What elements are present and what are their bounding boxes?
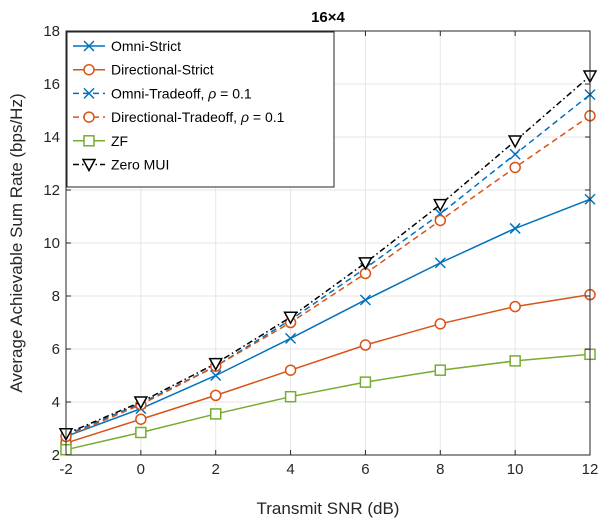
x-tick-label: -2 — [59, 461, 72, 478]
legend-label: Directional-Tradeoff, ρ = 0.1 — [111, 109, 285, 125]
legend-marker — [83, 40, 95, 52]
legend-marker — [83, 87, 95, 99]
y-tick-label: 18 — [43, 23, 60, 40]
data-point — [434, 214, 447, 227]
series-4 — [60, 348, 596, 456]
y-tick-label: 6 — [52, 341, 60, 358]
data-point — [507, 135, 523, 149]
data-point — [209, 408, 222, 420]
legend-marker — [83, 111, 95, 123]
x-tick-label: 0 — [137, 461, 145, 478]
data-point — [434, 318, 447, 330]
series-line — [65, 94, 591, 436]
y-tick-label: 12 — [43, 182, 60, 199]
x-axis-label: Transmit SNR (dB) — [257, 499, 400, 518]
x-tick-label: 4 — [286, 461, 294, 478]
legend-marker — [83, 135, 95, 147]
y-tick-label: 14 — [43, 129, 60, 146]
data-point — [284, 364, 297, 376]
legend-box — [66, 31, 335, 188]
legend-label: ZF — [111, 133, 128, 149]
data-point — [284, 390, 297, 403]
data-point — [285, 332, 297, 344]
data-point — [359, 294, 371, 306]
data-point — [509, 161, 521, 174]
x-tick-label: 2 — [212, 461, 220, 478]
x-tick-label: 8 — [436, 461, 444, 478]
series-layer — [58, 70, 598, 456]
data-point — [509, 300, 521, 313]
data-point — [209, 389, 222, 402]
series-line — [65, 293, 591, 444]
y-tick-label: 8 — [52, 288, 60, 305]
legend-label: Directional-Strict — [111, 62, 214, 78]
y-tick-label: 10 — [43, 235, 60, 252]
series-line — [65, 75, 591, 435]
data-point — [509, 355, 521, 367]
data-point — [359, 339, 372, 351]
legend-entry: ZF — [73, 133, 128, 149]
data-point — [509, 148, 521, 160]
data-point — [433, 198, 448, 213]
series-line — [65, 198, 591, 438]
data-point — [283, 311, 298, 325]
series-line — [65, 353, 591, 451]
x-tick-label: 6 — [361, 461, 369, 478]
legend-label: Omni-Strict — [111, 38, 181, 54]
y-tick-label: 4 — [52, 394, 60, 411]
legend: Omni-Strict Directional-Strict Omni-Tradeo… — [66, 31, 335, 188]
legend-entry: Omni-Tradeoff, ρ = 0.1 — [73, 85, 252, 101]
legend-marker — [83, 63, 95, 76]
chart-title: 16×4 — [311, 9, 345, 26]
data-point — [135, 413, 147, 425]
x-tick-label: 10 — [507, 461, 524, 478]
x-tick-label: 12 — [582, 461, 599, 478]
y-tick-label: 2 — [52, 447, 60, 464]
data-point — [133, 396, 149, 410]
legend-entry: Directional-Strict — [73, 62, 214, 78]
ticks: -2 0 2 4 6 8 10 12 2 4 6 8 10 12 14 16 18 — [43, 23, 598, 478]
data-point — [208, 357, 223, 372]
data-point — [434, 257, 446, 269]
data-point — [359, 376, 372, 388]
data-point — [358, 257, 373, 271]
data-point — [210, 369, 222, 382]
series-1 — [60, 288, 596, 449]
series-line — [65, 115, 591, 438]
data-point — [135, 426, 147, 439]
legend-entry: Directional-Tradeoff, ρ = 0.1 — [73, 109, 285, 125]
legend-entry: Zero MUI — [73, 157, 169, 173]
legend-marker — [81, 158, 97, 173]
y-axis-label: Average Achievable Sum Rate (bps/Hz) — [7, 93, 26, 392]
legend-label: Zero MUI — [111, 157, 169, 173]
legend-label: Omni-Tradeoff, ρ = 0.1 — [111, 85, 252, 101]
data-point — [434, 364, 447, 376]
data-point — [509, 222, 521, 234]
legend-entry: Omni-Strict — [73, 38, 181, 54]
y-tick-label: 16 — [43, 76, 60, 93]
